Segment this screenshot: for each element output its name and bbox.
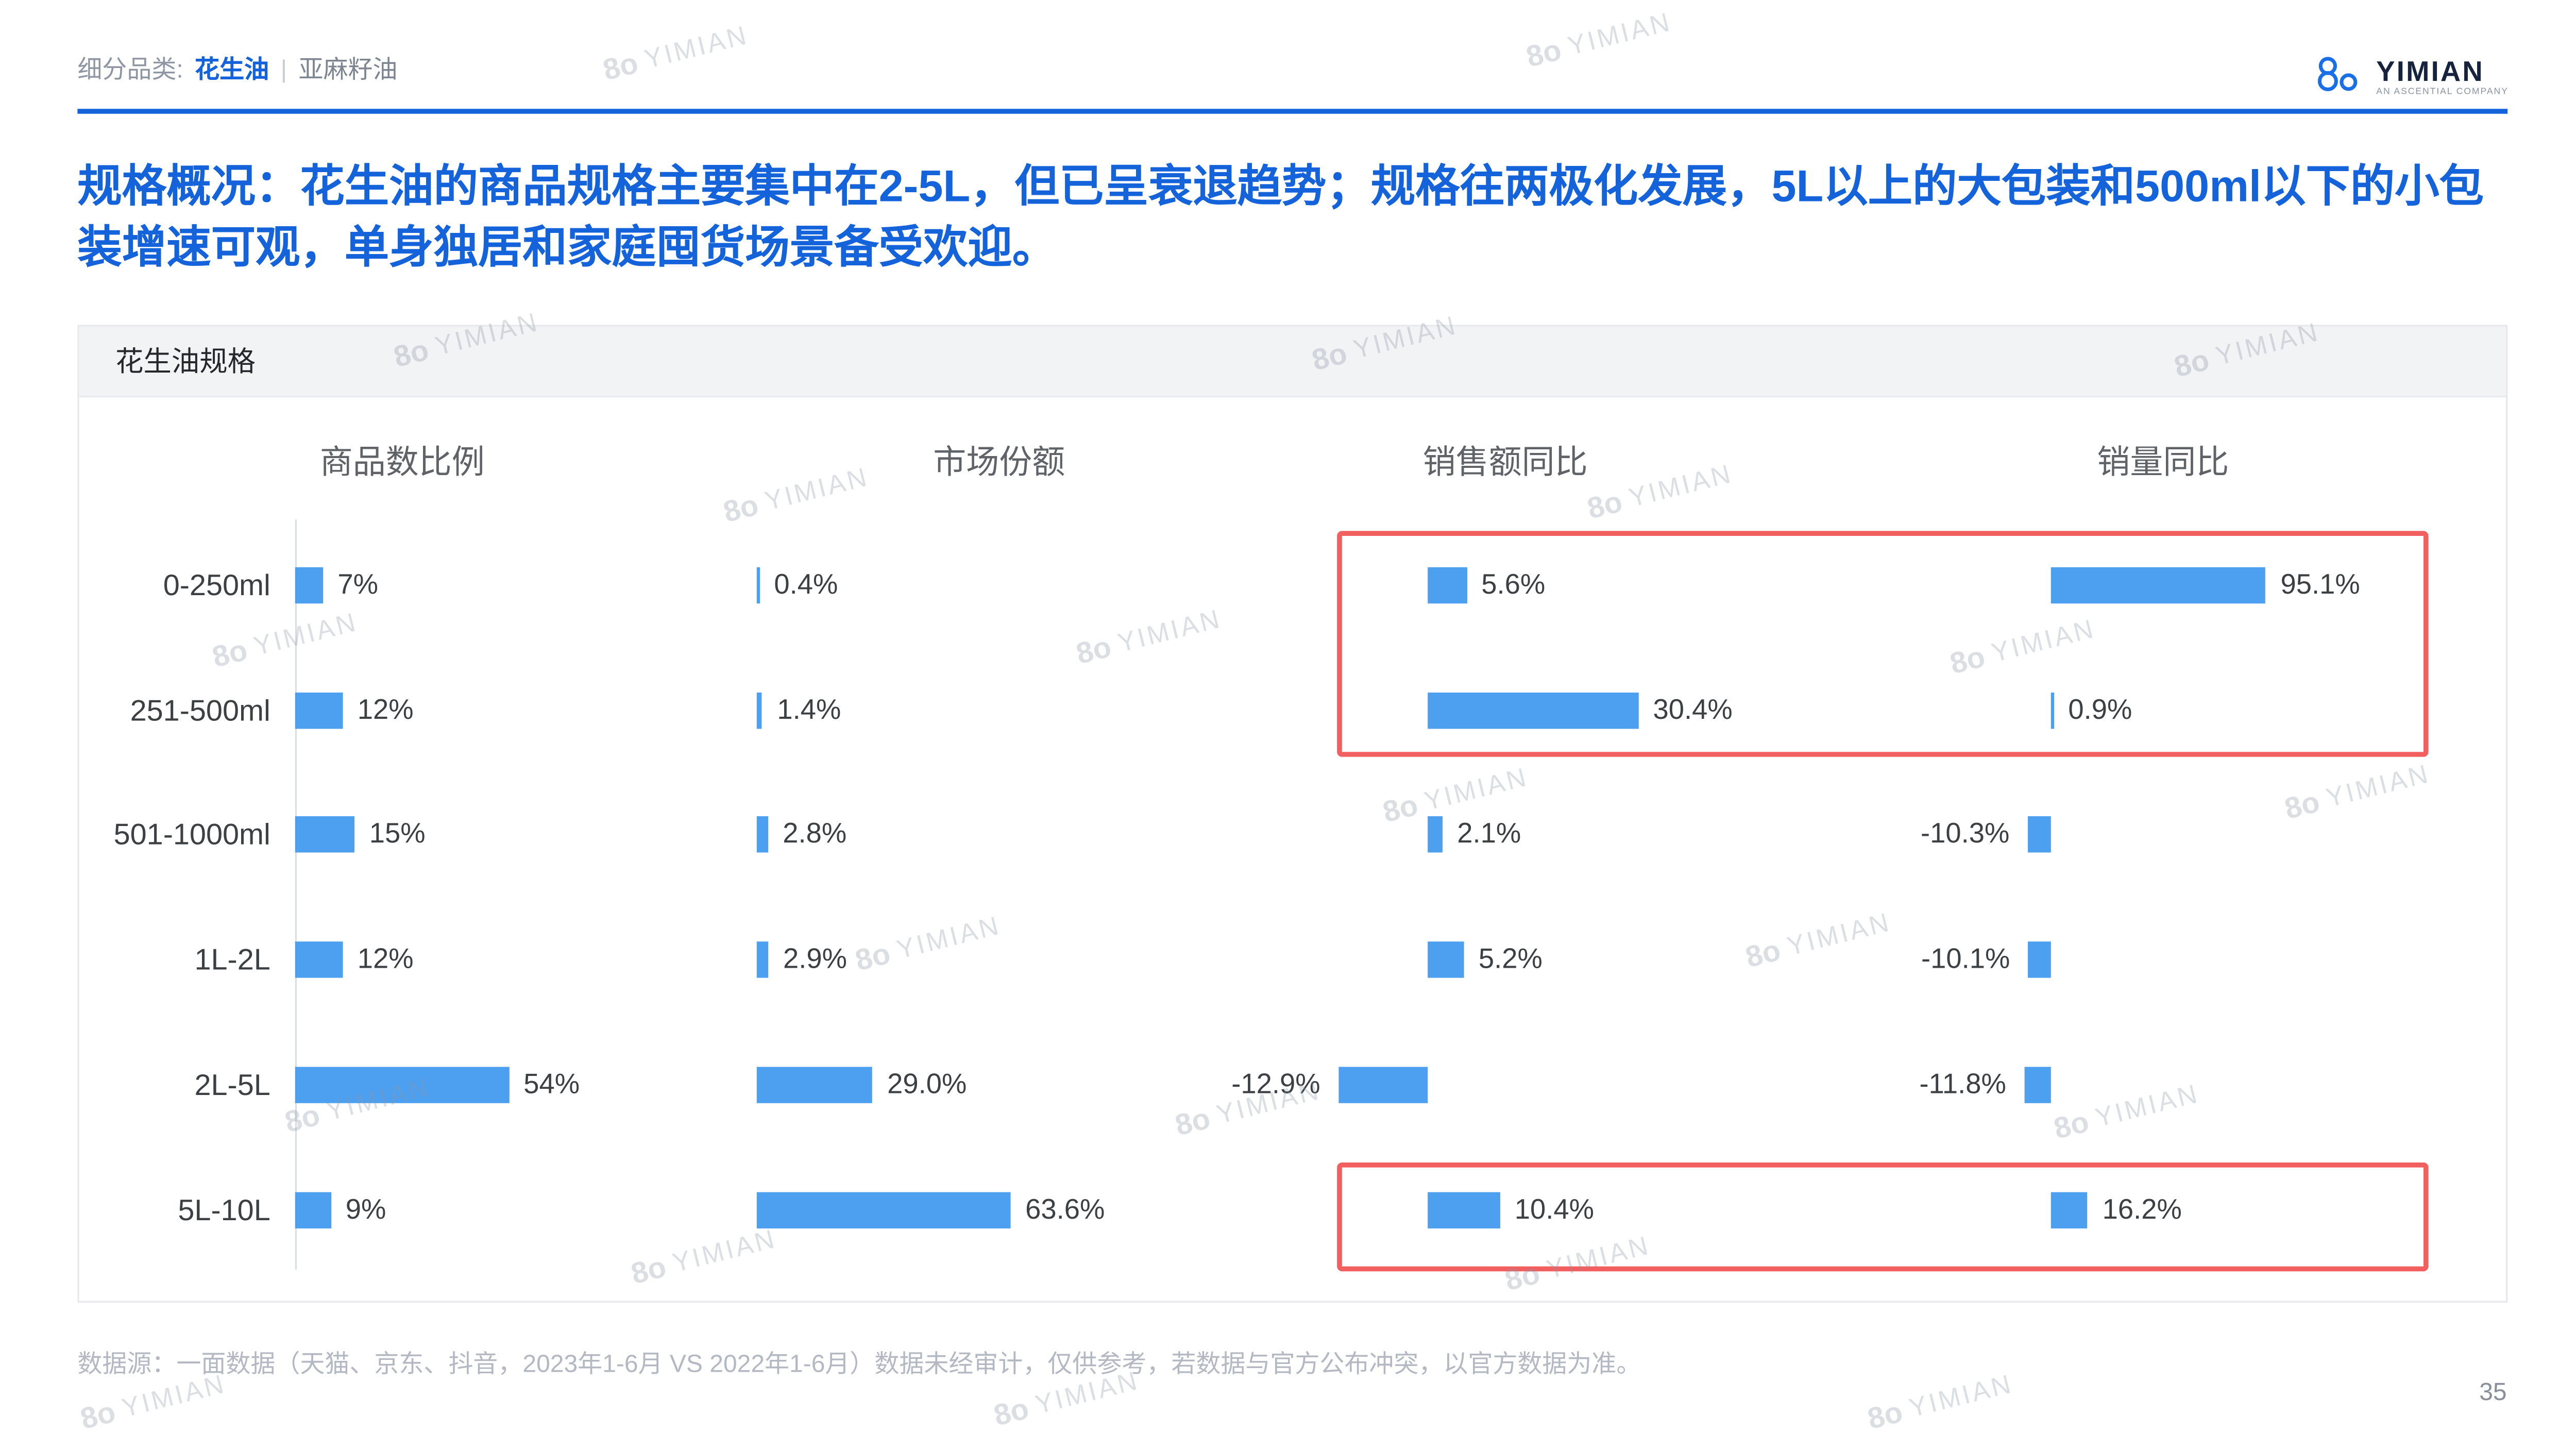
bar [295,817,354,853]
bar-value-label: -10.1% [1921,943,2010,975]
breadcrumb-separator: | [280,56,287,85]
watermark-text: YIMIAN [1906,1370,2016,1423]
watermark-text: YIMIAN [1565,8,1675,61]
bar [1428,817,1443,853]
bar [295,941,343,978]
row-label: 1L-2L [194,943,270,976]
watermark-glyph-icon: 8o [600,46,641,87]
highlight-box-top [1337,531,2429,757]
bar-value-label: 5.6% [1481,569,1546,600]
bar-value-label: 10.4% [1514,1193,1594,1224]
watermark: 8o YIMIAN [1523,6,1675,75]
bar [756,567,759,604]
row-label: 501-1000ml [113,818,270,852]
bar-value-label: 9% [345,1193,386,1224]
bar [1338,1066,1428,1103]
bar [295,567,323,604]
bar [2028,941,2051,978]
bar-value-label: 30.4% [1653,694,1733,725]
bar-value-label: -12.9% [1231,1068,1320,1100]
bar [1428,941,1464,978]
bar-value-label: -11.8% [1919,1068,2006,1100]
column-header-4: 销量同比 [2097,445,2229,482]
watermark-glyph-icon: 8o [1523,33,1565,74]
bar [756,941,769,978]
axis-line [295,519,297,1270]
header-divider [77,109,2508,114]
bar [2050,692,2054,729]
bar-value-label: 0.9% [2068,694,2132,725]
bar-value-label: 12% [357,694,414,725]
bar-value-label: 15% [369,818,426,850]
bar [756,1191,1011,1228]
watermark-text: YIMIAN [642,21,752,74]
bar [756,692,762,729]
bar [756,817,768,853]
watermark: 8o YIMIAN [600,19,752,89]
highlight-box-bottom [1337,1162,2429,1272]
bar-value-label: 0.4% [774,569,838,600]
bar [1428,1191,1500,1228]
bar-value-label: 1.4% [777,694,841,725]
bar-value-label: 2.8% [783,818,847,850]
bar [2050,567,2266,604]
row-label: 0-250ml [163,569,270,602]
chart-card-title: 花生油规格 [115,346,256,378]
bar [2024,1066,2051,1103]
row-label: 251-500ml [130,694,270,727]
bar-value-label: 12% [357,943,414,975]
bar [2050,1191,2088,1228]
footnote: 数据源：一面数据（天猫、京东、抖音，2023年1-6月 VS 2022年1-6月… [77,1350,1641,1379]
bar-value-label: 2.1% [1457,818,1521,850]
bar [2027,817,2051,853]
column-header-3: 销售额同比 [1422,445,1588,482]
bar [756,1066,873,1103]
breadcrumb: 细分品类: 花生油 | 亚麻籽油 [77,51,397,86]
bar-value-label: -10.3% [1921,818,2010,850]
watermark: 8o YIMIAN [1865,1368,2017,1437]
column-header-2: 市场份额 [933,445,1065,482]
breadcrumb-label: 细分品类: [77,56,183,85]
watermark-glyph-icon: 8o [1864,1395,1906,1436]
bar [1428,692,1638,729]
chart-card-header: 花生油规格 [79,326,2506,398]
bar-value-label: 7% [337,569,378,600]
bar [295,1191,331,1228]
bar-value-label: 5.2% [1478,943,1543,975]
yimian-logo-icon [2315,55,2365,103]
watermark-glyph-icon: 8o [77,1395,119,1436]
category-tab-peanut-oil[interactable]: 花生油 [195,56,269,85]
row-label: 2L-5L [194,1068,270,1101]
bar-value-label: 16.2% [2102,1193,2182,1224]
chart-card: 花生油规格 商品数比例 市场份额 销售额同比 销量同比 0-250ml 7% 0.4% 5.6… [77,325,2508,1303]
logo-text: YIMIAN [2376,56,2484,88]
page-title: 规格概况：花生油的商品规格主要集中在2-5L，但已呈衰退趋势；规格往两极化发展，… [77,161,2484,272]
bar-value-label: 95.1% [2280,569,2360,600]
category-tab-linseed-oil[interactable]: 亚麻籽油 [298,56,398,85]
bar-value-label: 2.9% [783,943,848,975]
page-number: 35 [2479,1378,2507,1407]
watermark-glyph-icon: 8o [990,1392,1032,1433]
bar-value-label: 29.0% [887,1068,967,1100]
bar-value-label: 54% [523,1068,580,1100]
logo-subtext: AN ASCENTIAL COMPANY [2376,88,2509,98]
bar [295,692,343,729]
bar [1428,567,1467,604]
bar [295,1066,509,1103]
column-header-1: 商品数比例 [319,445,485,482]
row-label: 5L-10L [178,1193,270,1226]
yimian-logo: YIMIAN AN ASCENTIAL COMPANY [2315,55,2509,103]
bar-value-label: 63.6% [1025,1193,1105,1224]
